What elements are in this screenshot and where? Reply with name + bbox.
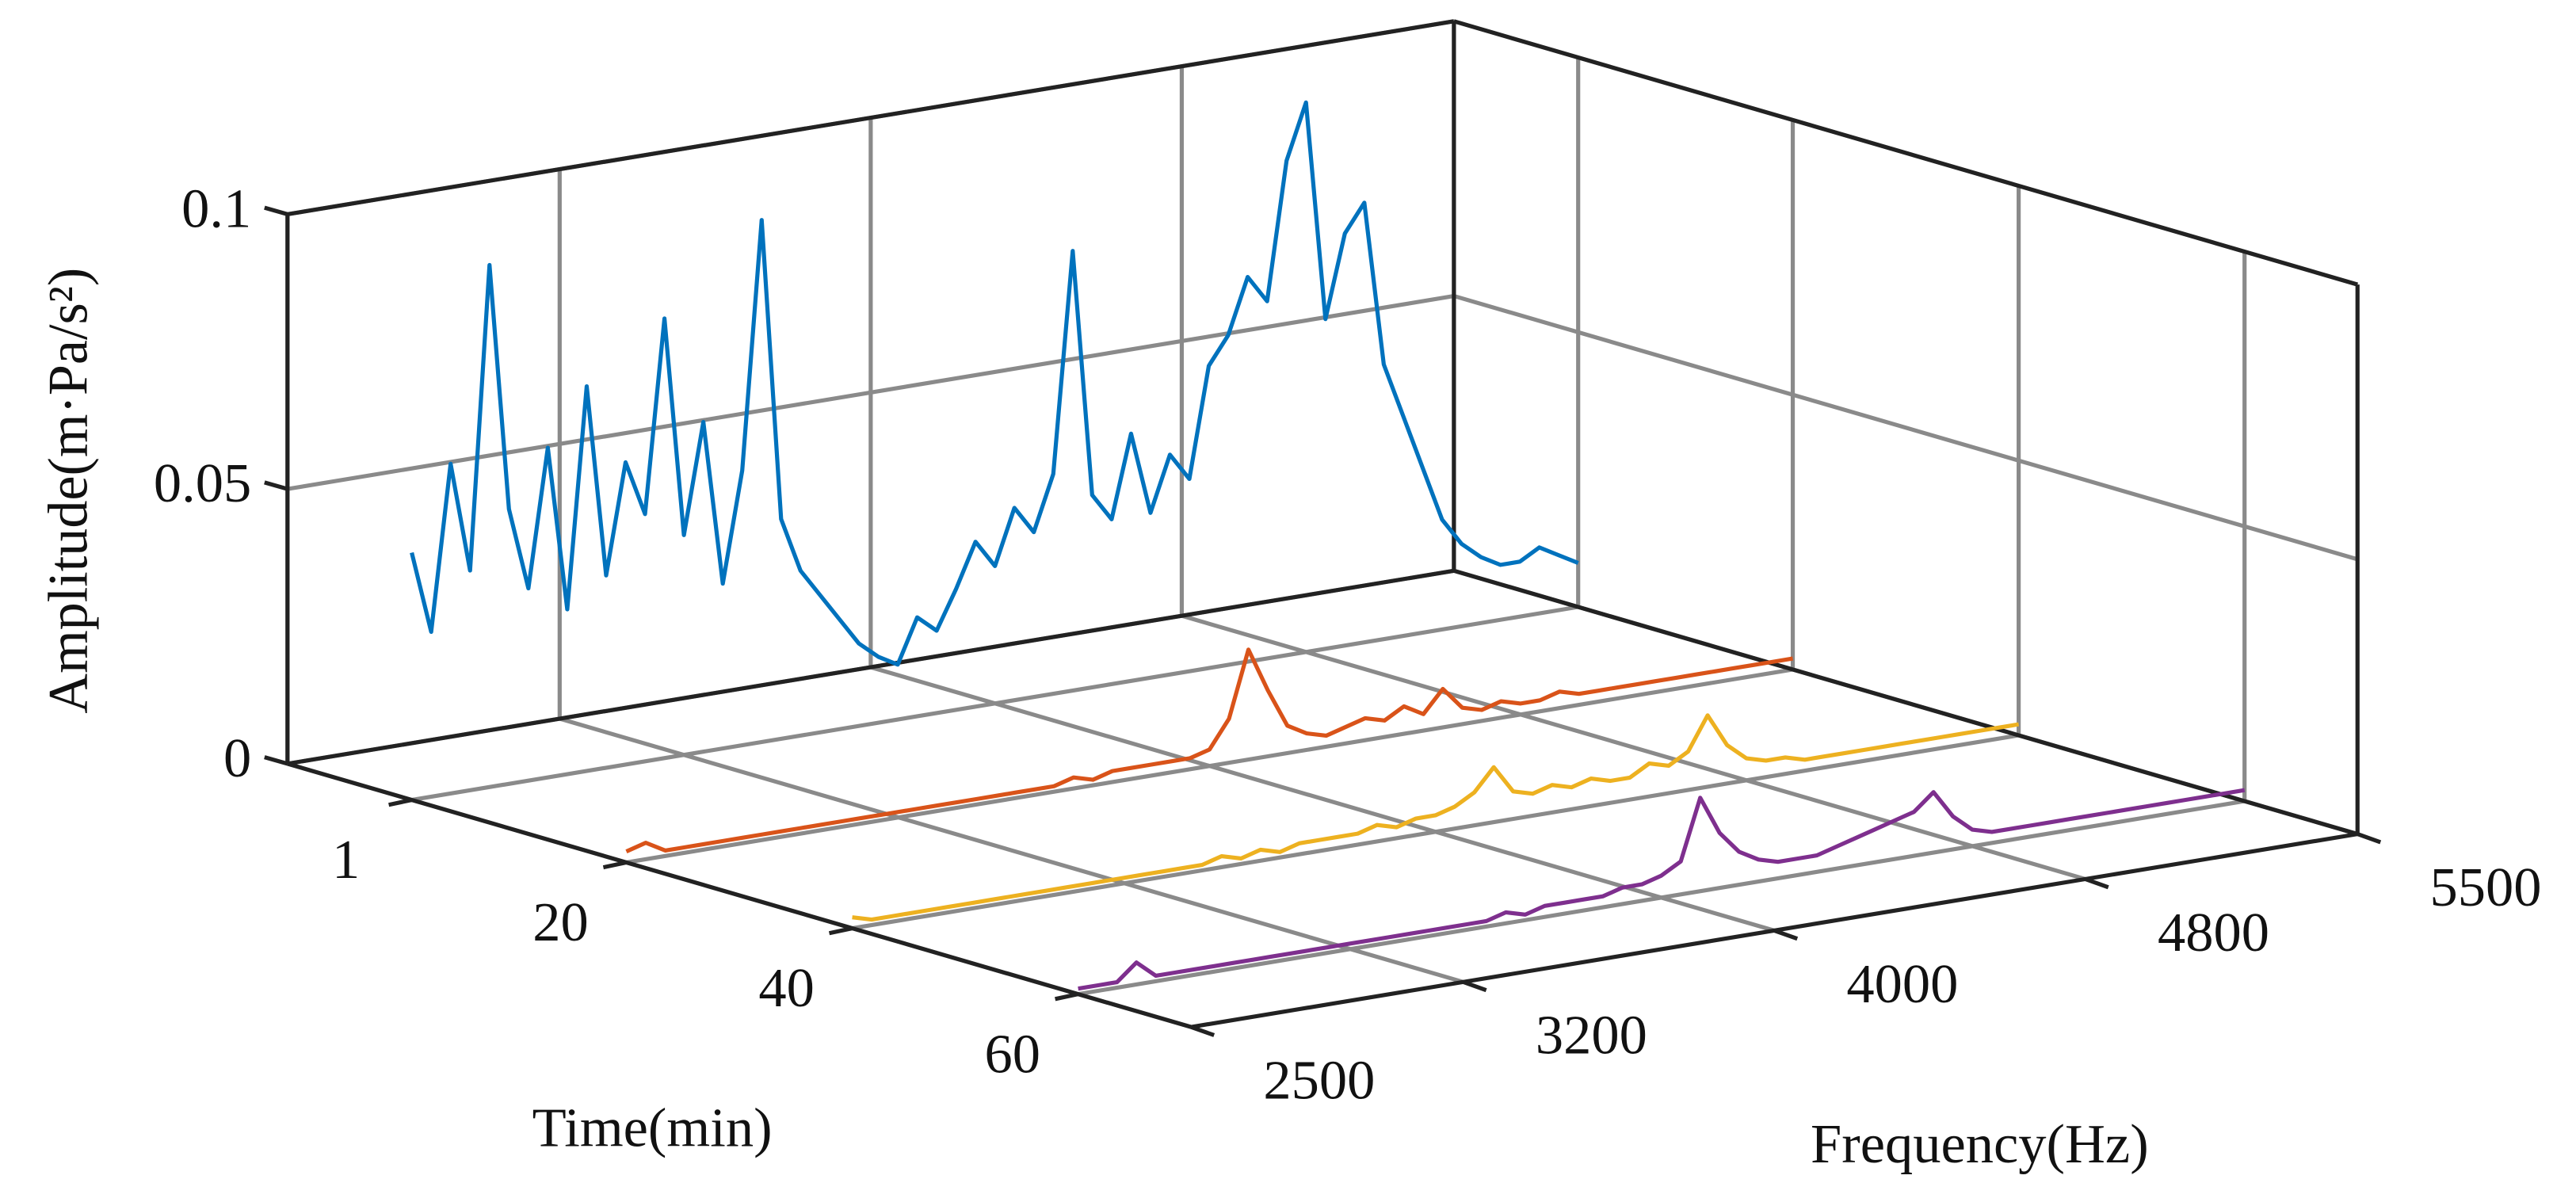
x-tick-label: 4800 (2158, 902, 2269, 964)
y-tick-label: 1 (332, 829, 360, 891)
x-tick-label: 5500 (2429, 857, 2541, 918)
axis-box-edge (287, 761, 1192, 1029)
x-tick (2084, 877, 2109, 890)
x-tick (1773, 928, 1799, 941)
z-axis-label: Amplitude(m·Pa/s²) (37, 268, 99, 714)
z-tick-label: 0.05 (154, 452, 251, 514)
z-tick (264, 205, 288, 216)
y-tick (1055, 992, 1079, 1002)
y-tick-label: 60 (984, 1023, 1040, 1085)
grid-line (626, 667, 1793, 865)
grid-line (411, 605, 1579, 803)
axis-box-edge (1453, 19, 2358, 287)
spectrum-line (852, 713, 2020, 922)
axis-box-edge (1453, 568, 2358, 837)
y-tick-label: 40 (758, 957, 814, 1019)
grid-line (1078, 799, 2246, 997)
axis-box-edge (287, 568, 1455, 766)
y-tick (602, 860, 628, 870)
x-tick-label: 2500 (1263, 1050, 1375, 1112)
y-tick-label: 20 (532, 891, 588, 953)
spectrum-line (410, 100, 1579, 667)
grid-line (559, 716, 1464, 984)
axis-box-edge (287, 19, 1455, 216)
x-tick-label: 4000 (1846, 953, 1958, 1015)
z-tick-label: 0 (223, 727, 251, 789)
z-tick (264, 755, 288, 766)
frequency-axis-label: Frequency(Hz) (1811, 1113, 2149, 1175)
x-tick (2357, 832, 2382, 845)
x-tick-label: 3200 (1536, 1005, 1647, 1067)
x-tick (1190, 1025, 1215, 1037)
z-tick (264, 480, 288, 491)
y-tick (388, 798, 413, 807)
grid-line (852, 733, 2020, 931)
x-tick (1462, 979, 1487, 993)
grid-line (1181, 613, 2086, 881)
spectrum-line (1078, 788, 2246, 991)
z-tick-label: 0.1 (181, 178, 251, 240)
grid-line (1453, 294, 2358, 562)
grid-line (287, 294, 1455, 491)
time-axis-label: Time(min) (532, 1097, 773, 1159)
y-tick (828, 926, 853, 936)
spectrum-line (625, 647, 1793, 853)
